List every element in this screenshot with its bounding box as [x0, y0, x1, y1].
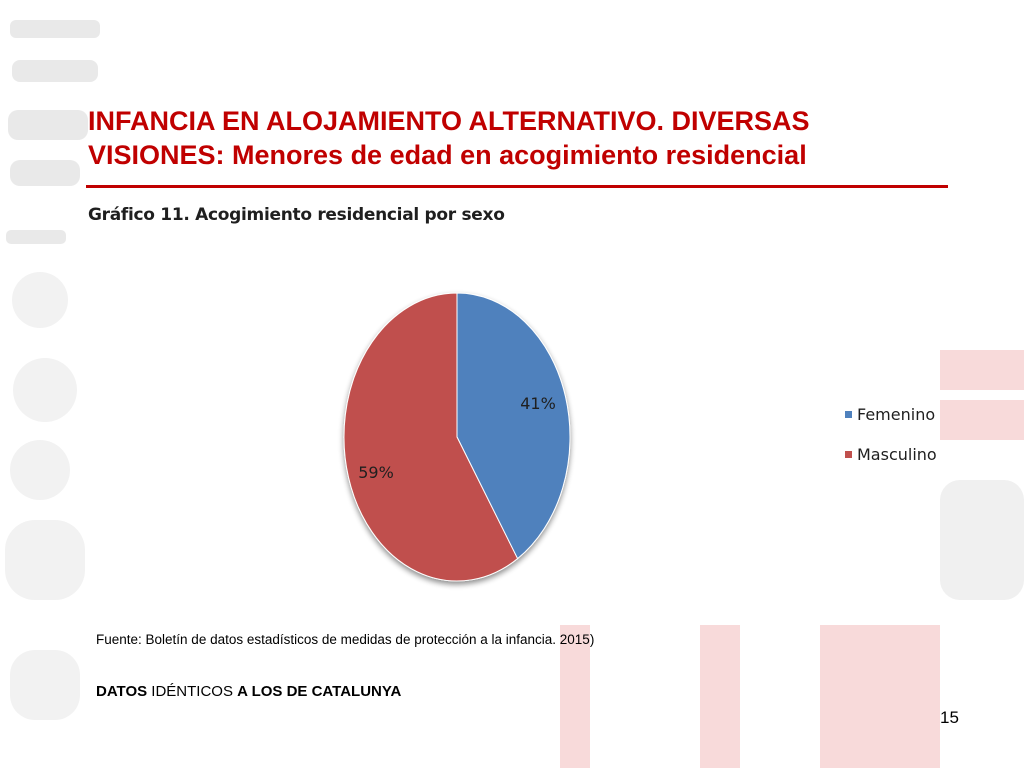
pie-slice-femenino [456, 292, 571, 560]
conclusion-text-part-1: DATOS [96, 683, 148, 700]
chart-legend: Femenino Masculino [845, 404, 937, 484]
source-note: Fuente: Boletín de datos estadísticos de… [96, 632, 595, 647]
legend-swatch-masculino [845, 450, 852, 458]
pie-label-femenino: 41% [520, 394, 556, 413]
legend-label-femenino: Femenino [857, 404, 936, 424]
slide-title-line-2: VISIONES: Menores de edad en acogimiento… [88, 140, 807, 170]
pie-slice-masculino [343, 292, 519, 582]
title-divider [86, 185, 948, 188]
legend-label-masculino: Masculino [857, 444, 937, 464]
conclusion-text: DATOS IDÉNTICOS A LOS DE CATALUNYA [96, 683, 401, 700]
legend-item-masculino: Masculino [845, 444, 937, 464]
legend-swatch-femenino [845, 410, 852, 418]
chart-title: Gráfico 11. Acogimiento residencial por … [88, 205, 505, 225]
slide-title: INFANCIA EN ALOJAMIENTO ALTERNATIVO. DIV… [88, 104, 968, 172]
legend-item-femenino: Femenino [845, 404, 937, 424]
page-number: 15 [940, 708, 959, 727]
conclusion-text-part-3: A LOS DE CATALUNYA [237, 683, 402, 700]
conclusion-text-part-2: IDÉNTICOS [147, 683, 238, 700]
slide-title-line-1: INFANCIA EN ALOJAMIENTO ALTERNATIVO. DIV… [88, 106, 810, 136]
pie-label-masculino: 59% [358, 463, 394, 482]
